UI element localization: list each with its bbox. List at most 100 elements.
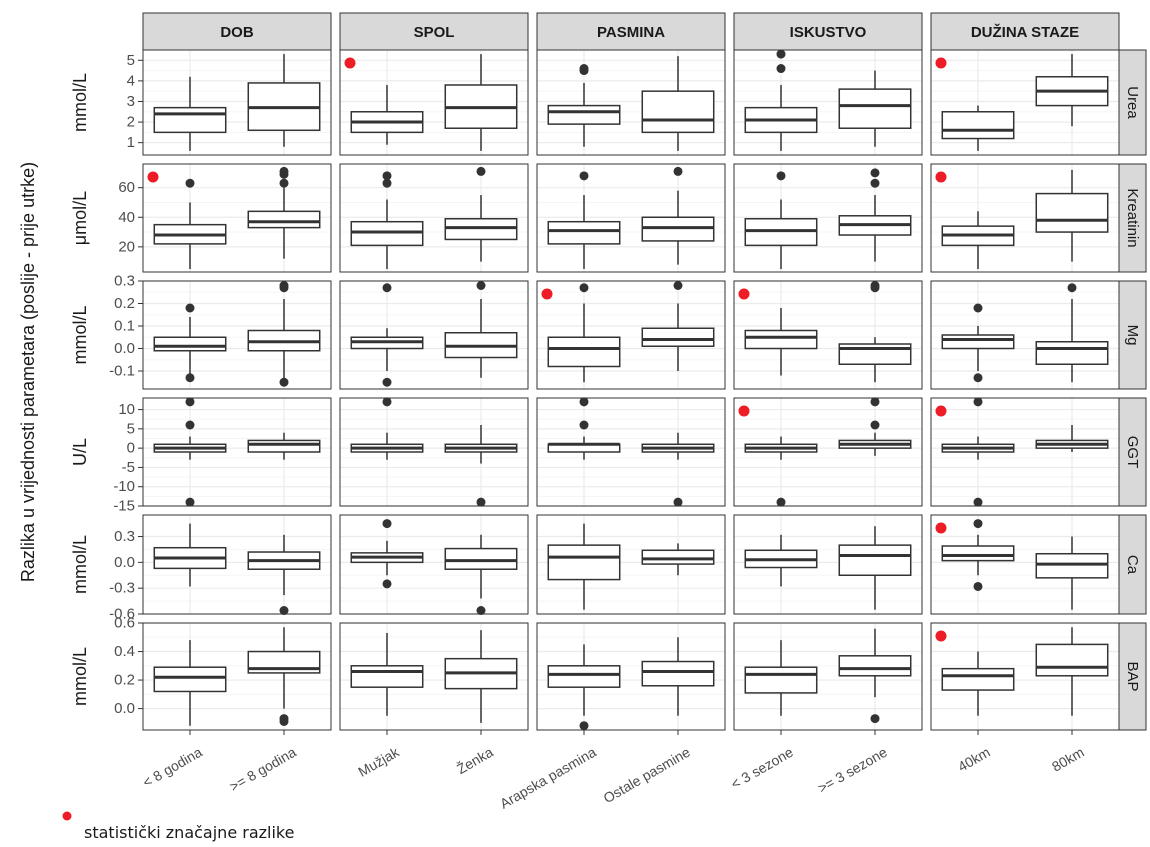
box-body bbox=[941, 667, 1015, 691]
boxplot-mg-pasmina-0 bbox=[547, 283, 621, 383]
row-strip-label-ca: Ca bbox=[1124, 555, 1141, 575]
boxplot-urea-pasmina-0 bbox=[547, 64, 621, 147]
box-body bbox=[838, 544, 912, 577]
boxplot-ca-iskustvo-0 bbox=[744, 534, 818, 587]
boxplot-bap-spol-0 bbox=[350, 632, 424, 716]
significance-dot-ggt-duzina bbox=[935, 405, 947, 417]
outlier-point bbox=[185, 397, 195, 407]
y-tick-label-urea: 2 bbox=[127, 114, 135, 131]
x-category-label-iskustvo-0: < 3 sezone bbox=[728, 744, 796, 792]
outlier-point bbox=[382, 171, 392, 181]
boxplot-ggt-dob-0 bbox=[153, 397, 227, 507]
boxplot-ggt-pasmina-0 bbox=[547, 397, 621, 460]
panel-border-bap-iskustvo bbox=[733, 622, 923, 731]
boxplot-ggt-iskustvo-1 bbox=[838, 397, 912, 456]
boxplot-urea-duzina-0 bbox=[941, 105, 1015, 151]
box-body bbox=[1035, 192, 1109, 233]
box-body bbox=[941, 545, 1015, 562]
outlier-point bbox=[476, 606, 486, 616]
box-body bbox=[641, 327, 715, 347]
outlier-point bbox=[279, 166, 289, 176]
outlier-point bbox=[382, 397, 392, 407]
outlier-point bbox=[476, 166, 486, 176]
panel-border-ggt-iskustvo bbox=[733, 397, 923, 507]
boxplot-bap-iskustvo-0 bbox=[744, 640, 818, 716]
boxplot-bap-pasmina-0 bbox=[547, 644, 621, 731]
boxplot-bap-duzina-0 bbox=[941, 651, 1015, 716]
x-category-label-iskustvo-1: >= 3 sezone bbox=[815, 744, 890, 796]
outlier-point bbox=[673, 497, 683, 507]
boxplot-ggt-spol-0 bbox=[350, 397, 424, 460]
outlier-point bbox=[476, 281, 486, 290]
panel-border-ca-iskustvo bbox=[733, 514, 923, 615]
unit-label-bap: mmol/L bbox=[70, 647, 90, 706]
boxplot-ggt-iskustvo-0 bbox=[744, 436, 818, 507]
outlier-point bbox=[973, 373, 983, 383]
boxplot-ggt-pasmina-1 bbox=[641, 432, 715, 507]
box-body bbox=[941, 111, 1015, 140]
panel-border-urea-iskustvo bbox=[733, 49, 923, 156]
panel-border-ca-dob bbox=[142, 514, 332, 615]
outlier-point bbox=[279, 606, 289, 616]
boxplot-mg-duzina-0 bbox=[941, 303, 1015, 383]
outlier-point bbox=[579, 721, 589, 731]
outlier-point bbox=[870, 714, 880, 724]
panel-border-ca-spol bbox=[339, 514, 529, 615]
boxplot-kreatinin-iskustvo-0 bbox=[744, 171, 818, 270]
boxplot-urea-dob-1 bbox=[247, 54, 321, 147]
boxplot-ca-spol-1 bbox=[444, 534, 518, 616]
y-tick-label-ggt: -15 bbox=[113, 498, 135, 515]
x-category-label-spol-1: Ženka bbox=[454, 744, 496, 777]
outlier-point bbox=[382, 519, 392, 529]
boxplot-mg-pasmina-1 bbox=[641, 281, 715, 371]
facet-strip-label-duzina: DUŽINA STAZE bbox=[971, 23, 1079, 41]
outlier-point bbox=[185, 303, 195, 313]
box-body bbox=[641, 549, 715, 565]
panel-border-kreatinin-pasmina bbox=[536, 163, 726, 273]
box-body bbox=[941, 334, 1015, 350]
panel-border-mg-pasmina bbox=[536, 280, 726, 390]
outlier-point bbox=[579, 283, 589, 293]
panel-border-mg-spol bbox=[339, 280, 529, 390]
outlier-point bbox=[673, 281, 683, 290]
boxplot-urea-pasmina-1 bbox=[641, 56, 715, 151]
x-category-label-dob-0: < 8 godina bbox=[140, 744, 205, 791]
box-body bbox=[744, 666, 818, 694]
boxplot-ggt-dob-1 bbox=[247, 432, 321, 460]
boxplot-kreatinin-spol-1 bbox=[444, 166, 518, 262]
y-tick-label-ggt: 10 bbox=[118, 401, 135, 418]
y-tick-label-mg: 0.0 bbox=[114, 340, 135, 357]
panel-border-bap-spol bbox=[339, 622, 529, 731]
panel-border-ggt-pasmina bbox=[536, 397, 726, 507]
outlier-point bbox=[185, 373, 195, 383]
significance-dot-mg-iskustvo bbox=[738, 288, 750, 300]
y-tick-label-bap: 0.6 bbox=[114, 615, 135, 632]
box-body bbox=[153, 106, 227, 134]
panel-border-urea-duzina bbox=[930, 49, 1120, 156]
outlier-point bbox=[279, 377, 289, 387]
outlier-point bbox=[870, 178, 880, 188]
boxplot-ggt-duzina-1 bbox=[1035, 425, 1109, 452]
outlier-point bbox=[973, 581, 983, 591]
y-tick-label-ggt: 5 bbox=[127, 420, 135, 437]
panel-border-kreatinin-dob bbox=[142, 163, 332, 273]
unit-label-mg: mmol/L bbox=[70, 305, 90, 364]
outlier-point bbox=[279, 178, 289, 188]
boxplot-kreatinin-spol-0 bbox=[350, 171, 424, 270]
boxplot-ca-dob-0 bbox=[153, 523, 227, 587]
facet-strip-pasmina bbox=[536, 12, 726, 51]
panel-border-bap-pasmina bbox=[536, 622, 726, 731]
panel-border-ca-pasmina bbox=[536, 514, 726, 615]
outlier-point bbox=[776, 64, 786, 74]
y-tick-label-ca: -0.3 bbox=[109, 580, 135, 597]
boxplot-bap-iskustvo-1 bbox=[838, 628, 912, 724]
outlier-point bbox=[870, 281, 880, 290]
panel-border-urea-pasmina bbox=[536, 49, 726, 156]
legend-marker bbox=[62, 811, 72, 821]
panel-border-ggt-spol bbox=[339, 397, 529, 507]
outlier-point bbox=[870, 397, 880, 407]
panel-border-urea-dob bbox=[142, 49, 332, 156]
y-axis-title: Razlika u vrijednosti parametara (poslij… bbox=[18, 162, 38, 582]
box-body bbox=[744, 329, 818, 350]
boxplot-urea-iskustvo-1 bbox=[838, 70, 912, 147]
